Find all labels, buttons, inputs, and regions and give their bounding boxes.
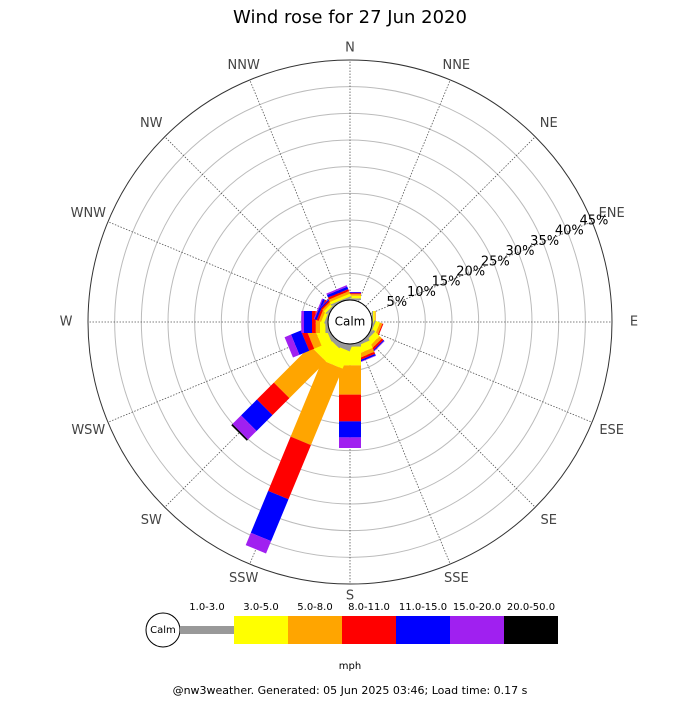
r-tick-label: 25% <box>481 254 510 269</box>
direction-label: NNE <box>442 58 470 73</box>
legend-label: 15.0-20.0 <box>453 602 501 613</box>
footer: @nw3weather. Generated: 05 Jun 2025 03:4… <box>173 684 528 697</box>
bar-segment <box>300 328 315 351</box>
bar-segment <box>273 345 327 399</box>
r-tick-label: 20% <box>456 264 485 279</box>
legend-swatch <box>396 616 450 644</box>
direction-label: NW <box>140 116 163 131</box>
r-tick-label: 30% <box>506 244 535 259</box>
direction-label: E <box>630 315 638 330</box>
direction-label: S <box>346 589 354 604</box>
legend-swatch <box>288 616 342 644</box>
bar-segment <box>290 360 343 446</box>
r-tick-label: 15% <box>432 275 461 290</box>
r-tick-label: 45% <box>579 213 608 228</box>
direction-label: WSW <box>71 423 105 438</box>
bar-segment <box>301 311 304 333</box>
spoke <box>365 136 536 307</box>
spoke <box>249 79 342 302</box>
bar-segment <box>231 424 248 441</box>
bar-segment <box>268 436 311 500</box>
bar-segment <box>328 291 351 302</box>
legend-swatch <box>180 626 234 634</box>
direction-label: WNW <box>71 206 107 221</box>
legend-label: 3.0-5.0 <box>243 602 278 613</box>
spoke <box>365 337 536 508</box>
legend-swatch <box>342 616 396 644</box>
legend-label: 8.0-11.0 <box>348 602 390 613</box>
bar-segment <box>313 298 324 320</box>
grid-ring <box>87 59 613 585</box>
spoke <box>358 79 451 302</box>
legend-label: 20.0-50.0 <box>507 602 555 613</box>
bar-segment <box>326 285 348 296</box>
direction-label: SSW <box>229 571 259 586</box>
bar-segment <box>312 311 316 333</box>
grid-ring <box>220 192 480 452</box>
bar-segment <box>250 490 289 542</box>
bar-segment <box>245 532 272 554</box>
bar-segment <box>339 365 361 395</box>
direction-label: N <box>345 41 355 56</box>
r-tick-label: 10% <box>407 285 436 300</box>
legend-label: 11.0-15.0 <box>399 602 447 613</box>
direction-label: SW <box>141 513 162 528</box>
bar-segment <box>304 311 312 333</box>
direction-label: ENE <box>599 206 625 221</box>
r-tick-label: 35% <box>530 234 559 249</box>
legend-swatch <box>504 616 558 644</box>
legend-calm-label: Calm <box>150 625 176 636</box>
direction-label: NE <box>540 116 558 131</box>
spoke <box>107 221 330 314</box>
direction-label: SE <box>541 513 557 528</box>
spoke <box>358 342 451 565</box>
direction-label: W <box>60 315 73 330</box>
bar-segment <box>284 334 300 358</box>
direction-label: ESE <box>599 423 624 438</box>
bar-segment <box>327 289 350 300</box>
chart-title: Wind rose for 27 Jun 2020 <box>233 7 467 28</box>
bar-segment <box>330 295 352 306</box>
calm-circle <box>327 299 373 345</box>
legend-label: 5.0-8.0 <box>297 602 332 613</box>
bar-segment <box>329 293 352 305</box>
legend-swatch <box>450 616 504 644</box>
legend-label: 1.0-3.0 <box>189 602 224 613</box>
bar-segment <box>314 298 326 321</box>
calm-label: Calm <box>335 315 366 329</box>
direction-label: NNW <box>228 58 260 73</box>
r-tick-label: 5% <box>386 295 407 310</box>
bar-segment <box>232 415 257 440</box>
legend-swatch <box>234 616 288 644</box>
bar-segment <box>326 286 349 298</box>
direction-label: SSE <box>444 571 469 586</box>
bar-segment <box>339 394 361 422</box>
bar-segment <box>256 382 290 416</box>
r-tick-label: 40% <box>555 224 584 239</box>
spoke <box>370 221 593 314</box>
spoke <box>164 136 335 307</box>
spoke <box>370 330 593 423</box>
bar-segment <box>339 437 361 448</box>
bar-segment <box>290 330 310 355</box>
legend-unit: mph <box>339 661 361 672</box>
bar-segment <box>241 399 273 431</box>
bar-segment <box>339 421 361 438</box>
